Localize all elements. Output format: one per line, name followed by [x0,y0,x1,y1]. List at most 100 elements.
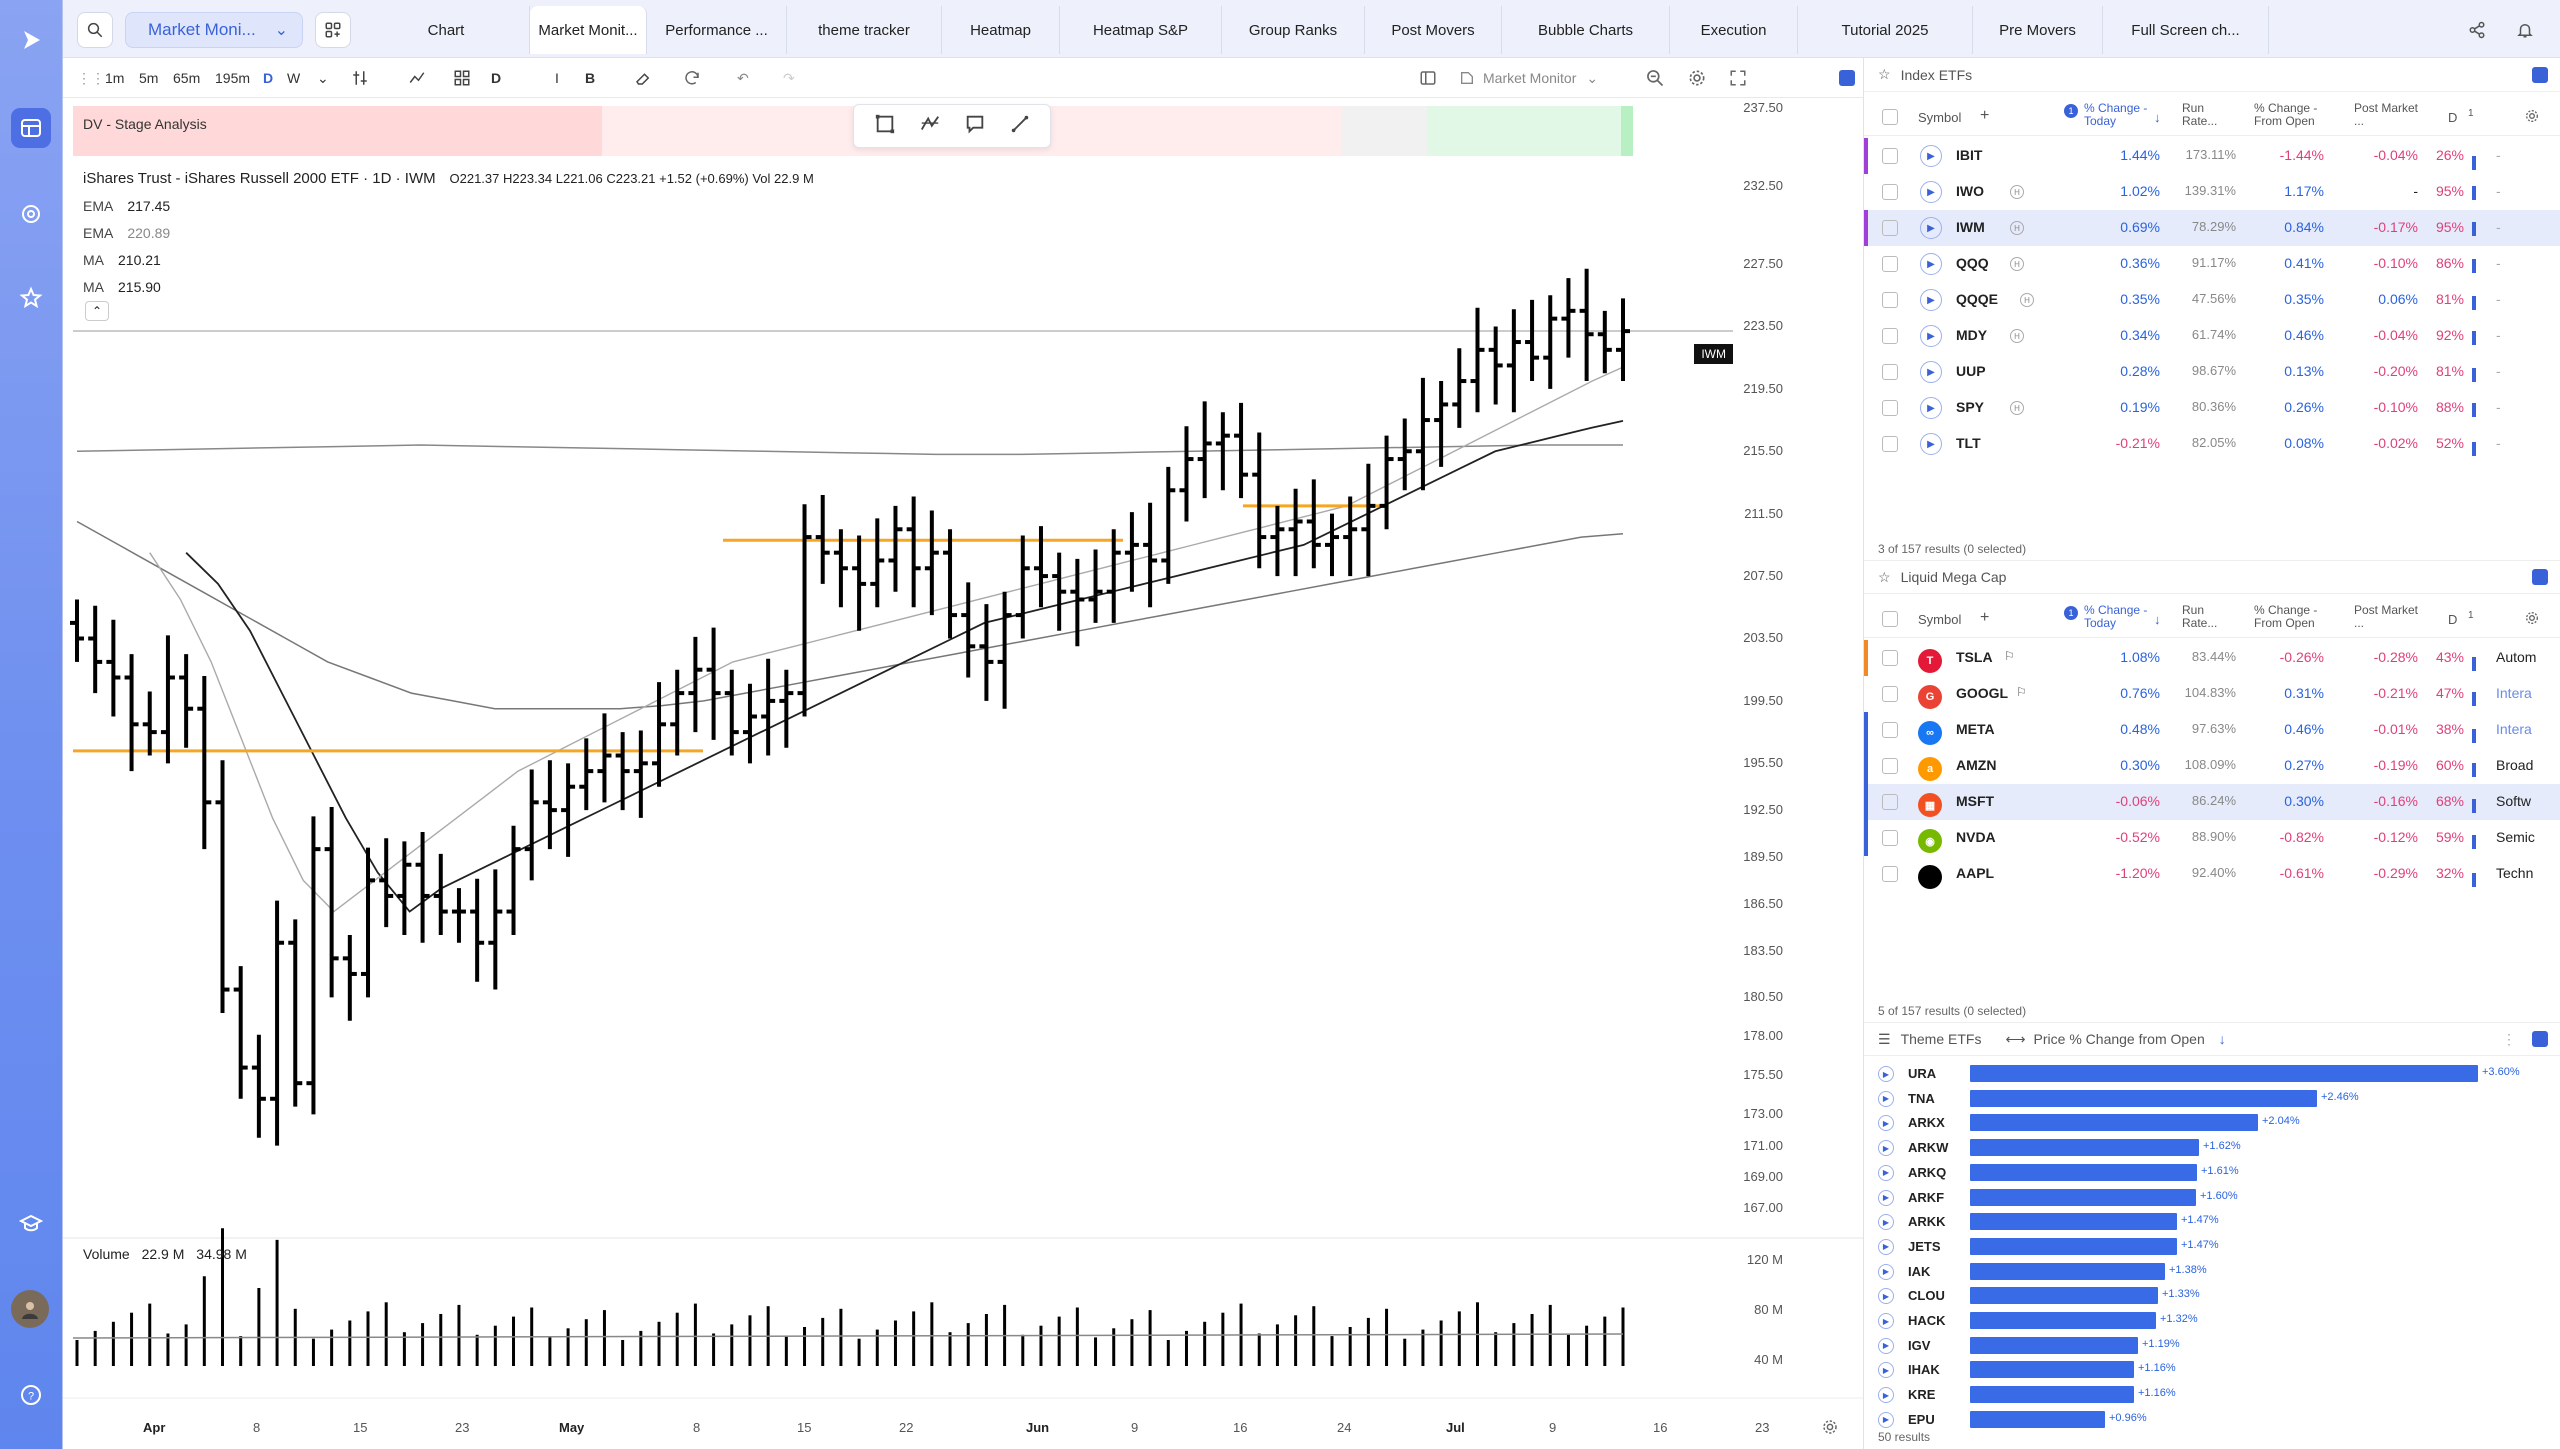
play-icon[interactable]: ▶ [1878,1337,1894,1354]
symbol[interactable]: MSFT [1956,793,1995,809]
rectangle-icon[interactable] [874,113,896,140]
ohlc-bar[interactable] [1324,513,1339,577]
ohlc-bar[interactable] [1215,412,1230,491]
ohlc-bar[interactable] [1561,278,1576,358]
theme-symbol[interactable]: TNA [1908,1090,1935,1106]
drag-handle-icon[interactable]: ⋮⋮ [77,69,105,86]
flag-icon[interactable]: ⚐ [2004,649,2015,663]
ohlc-bar[interactable] [1070,558,1085,647]
ohlc-bar[interactable] [270,900,285,1146]
symbol[interactable]: IWM [1956,219,1985,235]
ohlc-bar[interactable] [488,869,503,990]
symbol[interactable]: AMZN [1956,757,1997,773]
row-checkbox[interactable] [1882,184,1898,200]
indicators-icon[interactable] [407,66,427,90]
column-d[interactable]: D [2448,110,2458,125]
play-icon[interactable]: ▶ [1878,1238,1894,1255]
toggle-i[interactable]: I [555,70,559,86]
table-row[interactable]: T TSLA ⚐ 1.08% 83.44% -0.26% -0.28% 43% Autom [1864,640,2560,676]
tab-10[interactable]: Tutorial 2025 [1798,6,1973,54]
theme-row[interactable]: ▶ ARKF +1.60% [1864,1186,2560,1210]
table-row[interactable]: ▶ SPY H 0.19% 80.36% 0.26% -0.10% 88% - [1864,390,2560,426]
ohlc-bar[interactable] [361,847,376,998]
ohlc-bar[interactable] [1506,309,1521,413]
ohlc-bar[interactable] [815,494,830,584]
avatar[interactable] [11,1290,49,1328]
toggle-d[interactable]: D [491,70,502,86]
star-icon[interactable]: ☆ [1878,568,1891,585]
interval-195m[interactable]: 195m [215,70,251,86]
select-all-checkbox[interactable] [1882,611,1898,627]
interval-1m[interactable]: 1m [105,70,125,86]
ohlc-bar[interactable] [1161,466,1176,584]
search-icon[interactable] [77,12,113,48]
symbol[interactable]: AAPL [1956,865,1995,881]
play-icon[interactable]: ▶ [1878,1164,1894,1181]
help-icon[interactable]: ? [11,1375,51,1415]
holdings-icon[interactable]: H [2010,185,2024,199]
ohlc-bar[interactable] [961,582,976,678]
ohlc-bar[interactable] [1288,488,1303,577]
ohlc-bar[interactable] [160,635,175,764]
add-symbol-icon[interactable]: + [1980,107,1990,124]
symbol[interactable]: META [1956,721,1995,737]
ohlc-bar[interactable] [197,675,212,850]
row-checkbox[interactable] [1882,830,1898,846]
layout-grid-icon[interactable] [315,12,351,48]
settings-gear-icon[interactable] [2524,610,2540,629]
play-icon[interactable]: ▶ [1878,1189,1894,1206]
ohlc-bar[interactable] [1616,298,1630,382]
ohlc-bar[interactable] [997,591,1012,709]
templates-icon[interactable] [453,66,471,90]
row-checkbox[interactable] [1882,220,1898,236]
sort-desc-icon[interactable]: ↓ [2154,612,2161,627]
row-checkbox[interactable] [1882,256,1898,272]
ohlc-bar[interactable] [415,831,430,943]
layout-select[interactable]: Market Monitor ⌄ [1459,66,1598,90]
collapse-legend-button[interactable]: ⌃ [85,301,109,321]
holdings-icon[interactable]: H [2010,329,2024,343]
interval-daily[interactable]: D [263,70,274,86]
panel-color-swatch[interactable] [1839,66,1855,90]
layout-icon[interactable] [1419,66,1437,90]
ohlc-bar[interactable] [306,816,321,1115]
ohlc-bar[interactable] [1033,526,1048,608]
row-checkbox[interactable] [1882,148,1898,164]
column-run-rate[interactable]: Run Rate... [2182,101,2218,128]
column-post-market[interactable]: Post Market ... [2354,603,2419,630]
ohlc-bar[interactable] [1015,535,1030,639]
row-checkbox[interactable] [1882,400,1898,416]
theme-row[interactable]: ▶ TNA +2.46% [1864,1087,2560,1111]
dashboard-icon[interactable] [11,108,51,148]
ohlc-bar[interactable] [379,838,394,928]
ohlc-bar[interactable] [1488,326,1503,405]
row-checkbox[interactable] [1882,364,1898,380]
play-icon[interactable]: ▶ [1878,1387,1894,1404]
theme-symbol[interactable]: IAK [1908,1263,1931,1279]
play-icon[interactable]: ▶ [1920,289,1942,311]
column-change-today[interactable]: % Change - Today [2084,101,2148,128]
select-all-checkbox[interactable] [1882,109,1898,125]
ohlc-bar[interactable] [70,599,84,662]
ohlc-bar[interactable] [1124,512,1139,592]
interval-5m[interactable]: 5m [139,70,159,86]
refresh-icon[interactable] [683,66,701,90]
ohlc-bar[interactable] [706,627,721,740]
tab-11[interactable]: Pre Movers [1973,6,2103,54]
settings-gear-icon[interactable] [2524,108,2540,127]
play-icon[interactable]: ▶ [1920,181,1942,203]
ohlc-bar[interactable] [924,510,939,616]
workspace-select[interactable]: Market Moni... ⌄ [125,12,303,48]
symbol[interactable]: GOOGL [1956,685,2009,701]
ohlc-bar[interactable] [88,605,103,694]
share-icon[interactable] [2461,14,2493,46]
holdings-icon[interactable]: H [2020,293,2034,307]
fib-icon[interactable] [919,113,941,140]
symbol[interactable]: NVDA [1956,829,1996,845]
ohlc-bar[interactable] [451,888,466,943]
play-icon[interactable]: ▶ [1878,1090,1894,1107]
theme-row[interactable]: ▶ JETS +1.47% [1864,1235,2560,1259]
ohlc-bar[interactable] [1252,432,1267,569]
tab-6[interactable]: Group Ranks [1222,6,1365,54]
ohlc-bar[interactable] [1597,310,1612,374]
